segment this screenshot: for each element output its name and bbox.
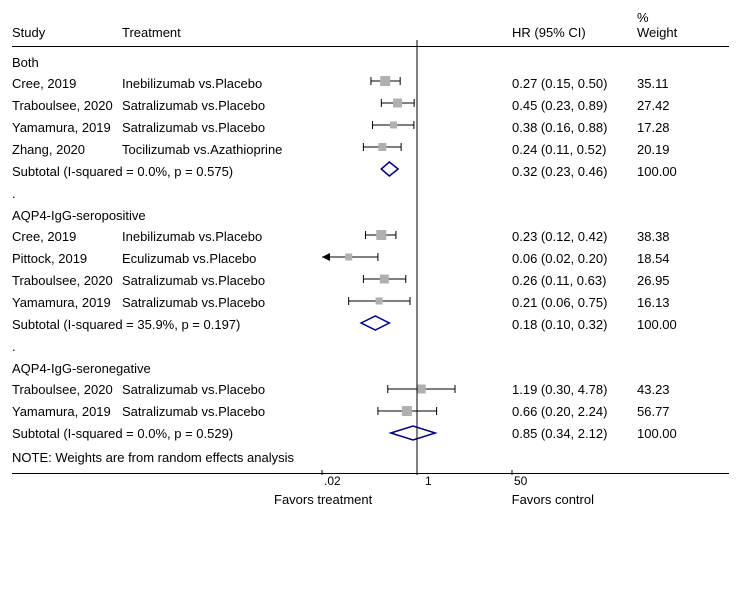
hr-text: 0.45 (0.23, 0.89) [512, 98, 637, 113]
study-label: Yamamura, 2019 [12, 295, 122, 310]
weight-text: 56.77 [637, 404, 707, 419]
study-row: Yamamura, 2019Satralizumab vs.Placebo 0.3… [12, 116, 729, 138]
hr-text: 0.27 (0.15, 0.50) [512, 76, 637, 91]
group-title: AQP4-IgG-seronegative [12, 357, 729, 378]
study-label: Traboulsee, 2020 [12, 273, 122, 288]
treatment-label: Eculizumab vs.Placebo [122, 251, 322, 266]
group-title: AQP4-IgG-seropositive [12, 204, 729, 225]
hr-text: 0.23 (0.12, 0.42) [512, 229, 637, 244]
treatment-label: Satralizumab vs.Placebo [122, 382, 322, 397]
hr-text: 0.66 (0.20, 2.24) [512, 404, 637, 419]
subtotal-label: Subtotal (I-squared = 0.0%, p = 0.529) [12, 426, 322, 441]
favors-treatment: Favors treatment [274, 492, 372, 507]
weight-text: 17.28 [637, 120, 707, 135]
subtotal-hr: 0.32 (0.23, 0.46) [512, 164, 637, 179]
hr-text: 0.21 (0.06, 0.75) [512, 295, 637, 310]
treatment-label: Satralizumab vs.Placebo [122, 404, 322, 419]
forest-body: BothCree, 2019Inebilizumab vs.Placebo0.2… [12, 51, 729, 444]
subtotal-row: Subtotal (I-squared = 35.9%, p = 0.197) 0… [12, 313, 729, 335]
header-weight-pct: % [637, 10, 707, 25]
note: NOTE: Weights are from random effects an… [12, 444, 729, 469]
study-row: Yamamura, 2019Satralizumab vs.Placebo 0.6… [12, 400, 729, 422]
group-title: Both [12, 51, 729, 72]
study-label: Cree, 2019 [12, 76, 122, 91]
weight-text: 38.38 [637, 229, 707, 244]
study-row: Pittock, 2019Eculizumab vs.Placebo 0.06 (… [12, 247, 729, 269]
axis-tick: .02 [324, 474, 341, 488]
study-row: Traboulsee, 2020Satralizumab vs.Placebo 0… [12, 269, 729, 291]
study-label: Traboulsee, 2020 [12, 98, 122, 113]
subtotal-hr: 0.85 (0.34, 2.12) [512, 426, 637, 441]
treatment-label: Inebilizumab vs.Placebo [122, 229, 322, 244]
study-row: Cree, 2019Inebilizumab vs.Placebo 0.27 (0… [12, 72, 729, 94]
treatment-label: Inebilizumab vs.Placebo [122, 76, 322, 91]
study-label: Yamamura, 2019 [12, 404, 122, 419]
study-row: Zhang, 2020Tocilizumab vs.Azathioprine 0.… [12, 138, 729, 160]
favors-labels: Favors treatment Favors control [274, 492, 594, 507]
study-label: Yamamura, 2019 [12, 120, 122, 135]
header-treatment: Treatment [122, 25, 322, 40]
forest-plot-container: Study Treatment HR (95% CI) % Weight Bot… [0, 0, 741, 608]
subtotal-wt: 100.00 [637, 426, 707, 441]
header-row: Study Treatment HR (95% CI) % Weight [12, 10, 729, 47]
subtotal-wt: 100.00 [637, 164, 707, 179]
subtotal-label: Subtotal (I-squared = 0.0%, p = 0.575) [12, 164, 322, 179]
weight-text: 16.13 [637, 295, 707, 310]
axis-tick: 50 [514, 474, 527, 488]
treatment-label: Satralizumab vs.Placebo [122, 120, 322, 135]
study-label: Cree, 2019 [12, 229, 122, 244]
study-row: Yamamura, 2019Satralizumab vs.Placebo 0.2… [12, 291, 729, 313]
axis-ticks: .02 1 50 [334, 474, 524, 492]
weight-text: 27.42 [637, 98, 707, 113]
study-row: Cree, 2019Inebilizumab vs.Placebo 0.23 (0… [12, 225, 729, 247]
header-hr: HR (95% CI) [512, 25, 637, 40]
study-row: Traboulsee, 2020Satralizumab vs.Placebo 1… [12, 378, 729, 400]
subtotal-label: Subtotal (I-squared = 35.9%, p = 0.197) [12, 317, 322, 332]
subtotal-row: Subtotal (I-squared = 0.0%, p = 0.529) 0.… [12, 422, 729, 444]
group-separator: . [12, 335, 729, 357]
header-weight: % Weight [637, 10, 707, 40]
treatment-label: Satralizumab vs.Placebo [122, 273, 322, 288]
hr-text: 0.06 (0.02, 0.20) [512, 251, 637, 266]
treatment-label: Satralizumab vs.Placebo [122, 98, 322, 113]
subtotal-row: Subtotal (I-squared = 0.0%, p = 0.575) 0.… [12, 160, 729, 182]
treatment-label: Satralizumab vs.Placebo [122, 295, 322, 310]
hr-text: 0.38 (0.16, 0.88) [512, 120, 637, 135]
weight-text: 26.95 [637, 273, 707, 288]
treatment-label: Tocilizumab vs.Azathioprine [122, 142, 322, 157]
favors-control: Favors control [512, 492, 594, 507]
subtotal-wt: 100.00 [637, 317, 707, 332]
axis-tick: 1 [425, 474, 432, 488]
weight-text: 35.11 [637, 76, 707, 91]
header-study: Study [12, 25, 122, 40]
subtotal-hr: 0.18 (0.10, 0.32) [512, 317, 637, 332]
weight-text: 43.23 [637, 382, 707, 397]
study-label: Zhang, 2020 [12, 142, 122, 157]
weight-text: 18.54 [637, 251, 707, 266]
header-weight-label: Weight [637, 25, 707, 40]
hr-text: 0.24 (0.11, 0.52) [512, 142, 637, 157]
study-label: Pittock, 2019 [12, 251, 122, 266]
weight-text: 20.19 [637, 142, 707, 157]
study-row: Traboulsee, 2020Satralizumab vs.Placebo 0… [12, 94, 729, 116]
group-separator: . [12, 182, 729, 204]
hr-text: 1.19 (0.30, 4.78) [512, 382, 637, 397]
hr-text: 0.26 (0.11, 0.63) [512, 273, 637, 288]
study-label: Traboulsee, 2020 [12, 382, 122, 397]
